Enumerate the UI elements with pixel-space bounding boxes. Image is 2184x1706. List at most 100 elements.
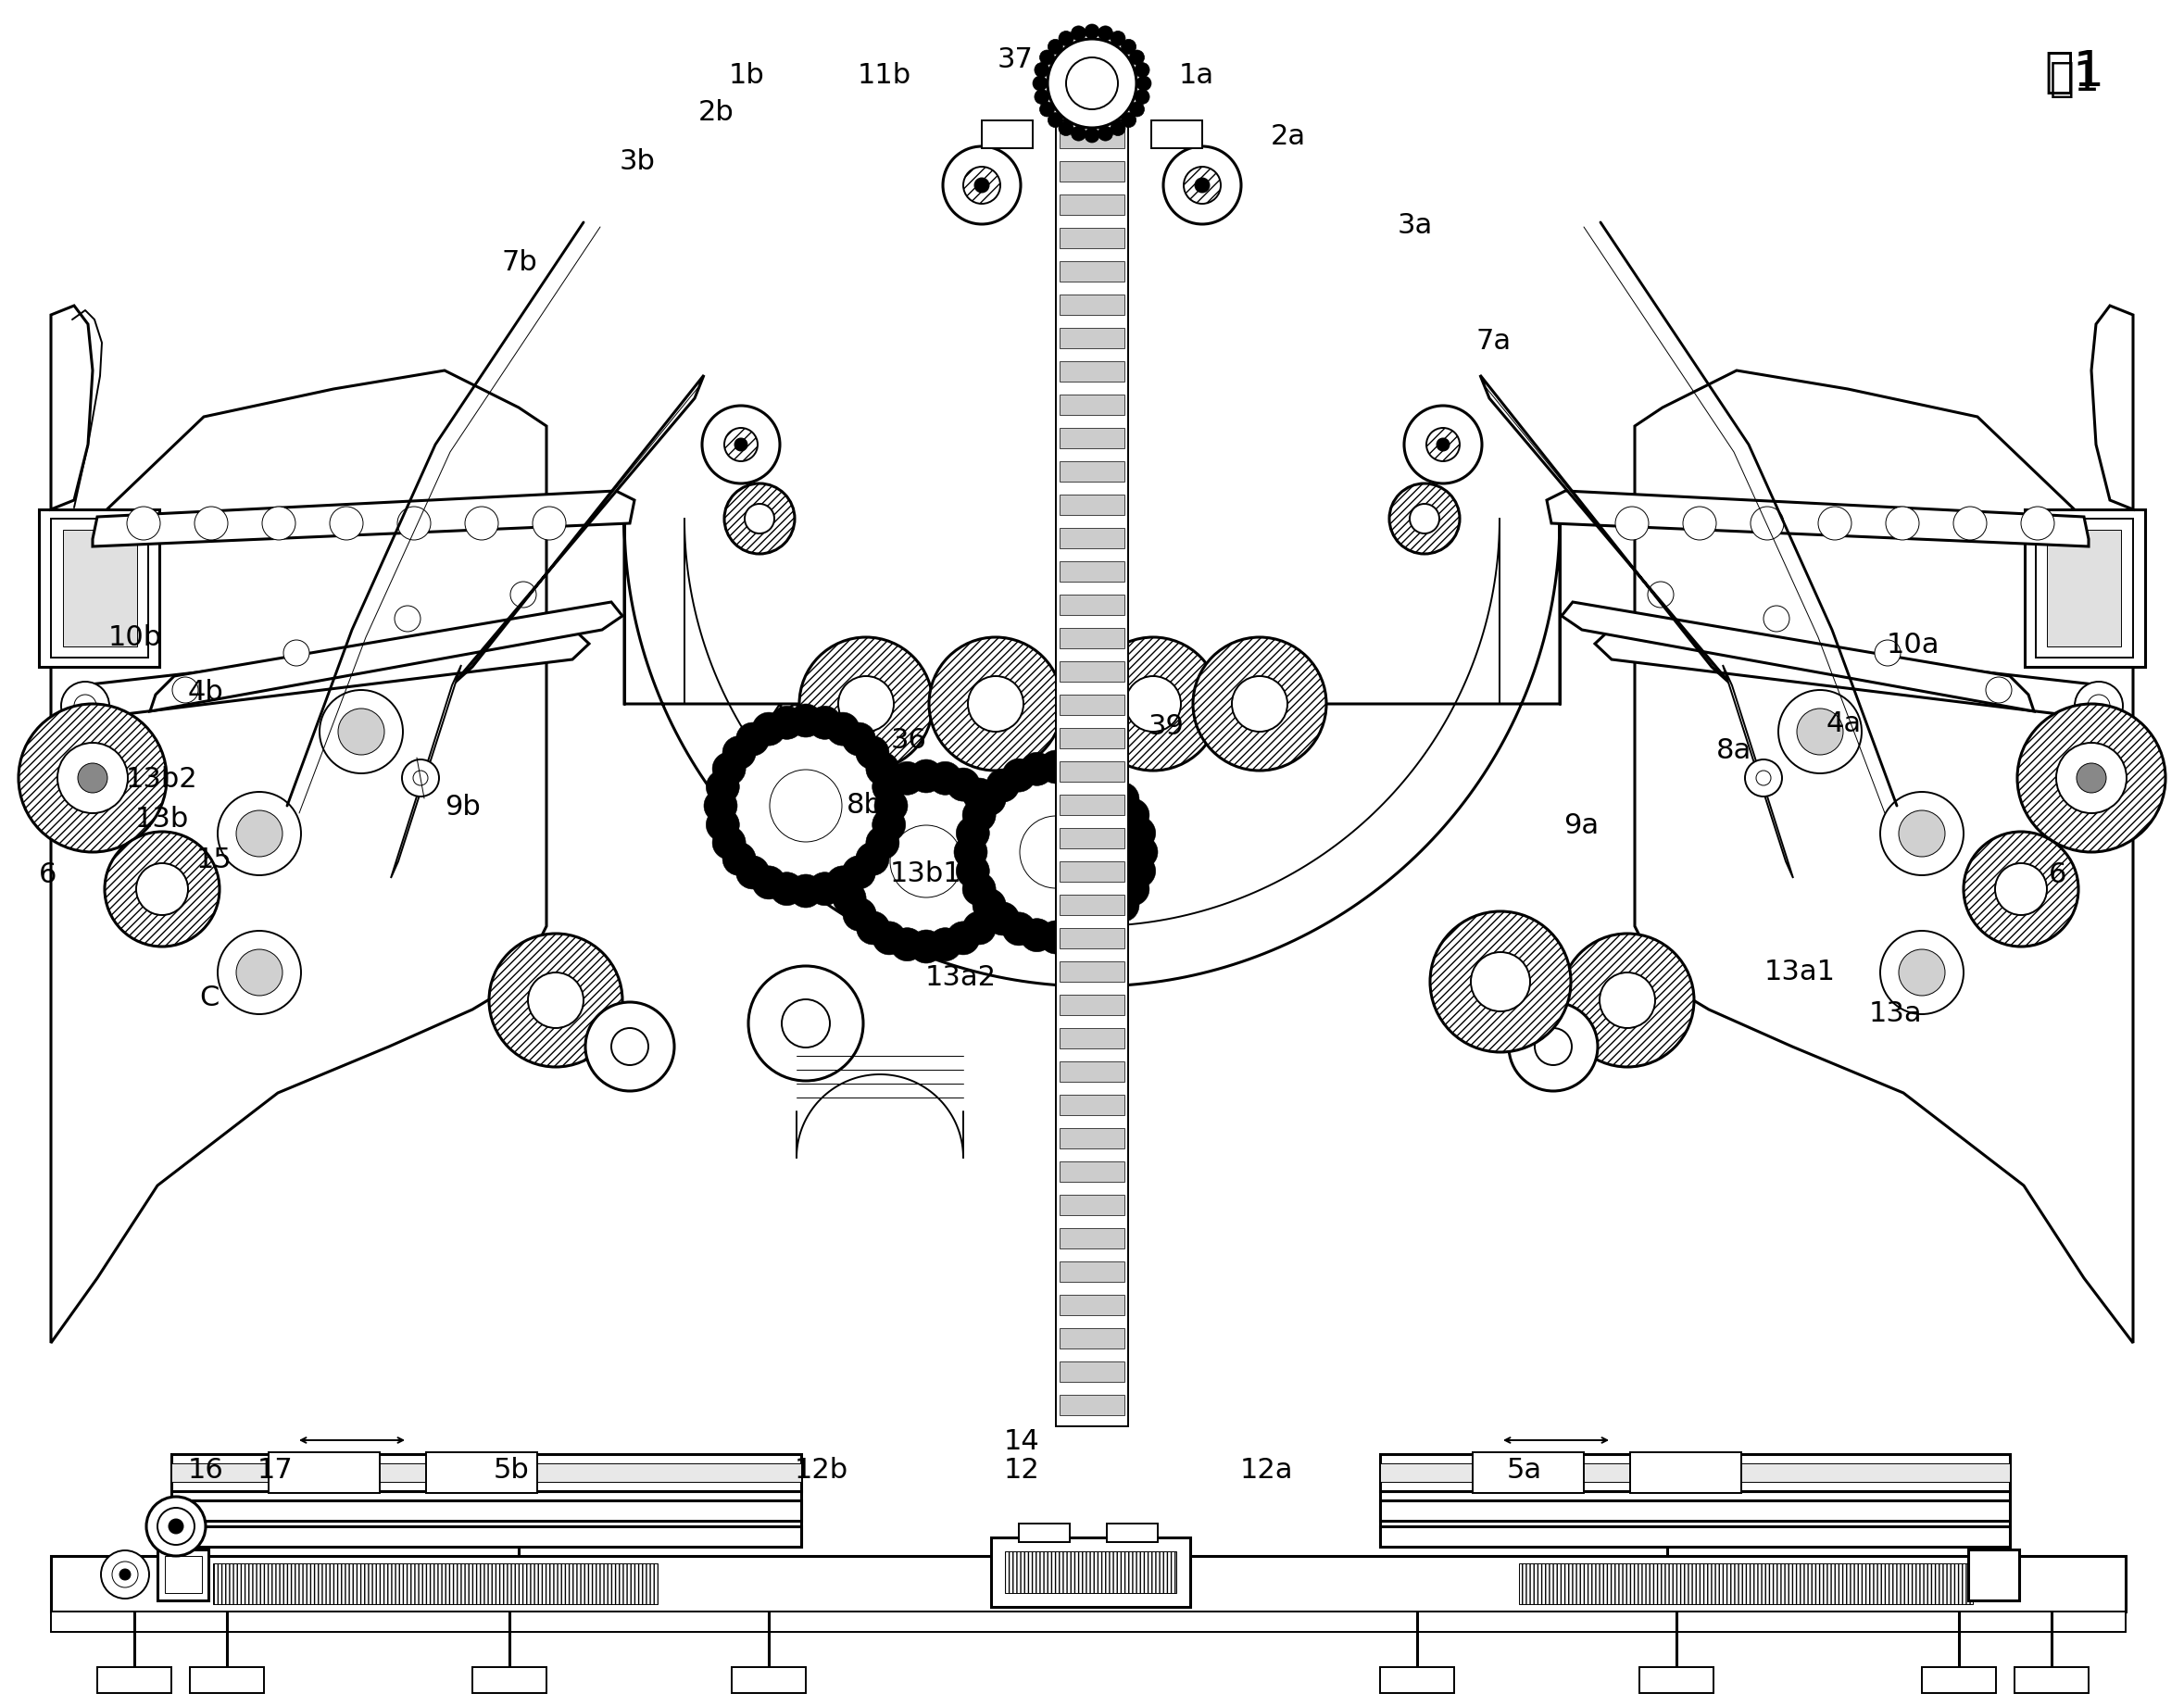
Circle shape	[585, 1001, 675, 1092]
Bar	[1380, 1454, 2009, 1491]
Circle shape	[1136, 63, 1149, 77]
Polygon shape	[1562, 602, 2033, 711]
Circle shape	[725, 428, 758, 461]
Text: 13a: 13a	[1870, 1000, 1922, 1027]
Circle shape	[909, 930, 943, 964]
Circle shape	[734, 734, 878, 879]
Circle shape	[1048, 39, 1136, 128]
Circle shape	[1952, 507, 1987, 541]
Circle shape	[808, 706, 841, 739]
Text: 36: 36	[891, 727, 926, 754]
Bar	[50, 1612, 2125, 1633]
Bar	[269, 1452, 380, 1493]
Circle shape	[963, 167, 1000, 203]
Circle shape	[1616, 507, 1649, 541]
Bar	[1055, 121, 1129, 1426]
Text: 12a: 12a	[1241, 1457, 1293, 1484]
Circle shape	[788, 705, 823, 737]
Circle shape	[725, 483, 795, 554]
Text: 13b2: 13b2	[127, 766, 197, 793]
Circle shape	[928, 638, 1061, 771]
Circle shape	[1164, 147, 1241, 223]
Text: 17: 17	[258, 1457, 293, 1484]
Circle shape	[1120, 39, 1136, 55]
Circle shape	[987, 807, 1020, 841]
Circle shape	[874, 921, 906, 955]
Circle shape	[173, 677, 199, 703]
Circle shape	[168, 1518, 183, 1534]
Circle shape	[751, 713, 786, 746]
Bar	[1059, 1095, 1125, 1116]
Circle shape	[963, 778, 996, 812]
Bar	[1059, 662, 1125, 682]
Text: 13a2: 13a2	[926, 964, 996, 991]
Circle shape	[1136, 89, 1149, 104]
Circle shape	[1116, 872, 1149, 906]
Text: 4b: 4b	[188, 679, 223, 706]
Circle shape	[994, 844, 1029, 879]
Bar	[2014, 1667, 2088, 1692]
Circle shape	[703, 790, 738, 822]
Polygon shape	[50, 305, 92, 510]
Bar	[1059, 362, 1125, 382]
Bar	[1005, 1551, 1177, 1593]
Polygon shape	[2092, 305, 2134, 510]
Circle shape	[983, 780, 1129, 925]
Circle shape	[1077, 759, 1109, 792]
Bar	[1059, 394, 1125, 415]
Bar	[983, 121, 1033, 148]
Bar	[157, 1549, 207, 1600]
Circle shape	[1129, 102, 1144, 116]
Circle shape	[909, 759, 943, 793]
Bar	[1059, 261, 1125, 281]
Circle shape	[465, 507, 498, 541]
Circle shape	[533, 507, 566, 541]
Circle shape	[705, 769, 740, 804]
Bar	[1380, 1667, 1455, 1692]
Circle shape	[856, 843, 889, 875]
Circle shape	[1684, 507, 1717, 541]
Circle shape	[1085, 638, 1221, 771]
Text: 4a: 4a	[1826, 710, 1861, 737]
Polygon shape	[625, 519, 1559, 986]
Text: 2a: 2a	[1271, 123, 1306, 150]
Polygon shape	[1481, 375, 1730, 684]
Circle shape	[771, 706, 804, 739]
Circle shape	[1778, 689, 1861, 773]
Circle shape	[928, 761, 961, 795]
Circle shape	[749, 966, 863, 1082]
Text: 3b: 3b	[620, 148, 655, 176]
Polygon shape	[1594, 630, 2116, 720]
Text: 14: 14	[1005, 1428, 1040, 1455]
Circle shape	[1874, 640, 1900, 665]
Bar	[2046, 531, 2121, 647]
Bar	[1380, 1500, 2009, 1520]
Circle shape	[1048, 113, 1064, 128]
Text: C: C	[199, 984, 221, 1012]
Circle shape	[1963, 833, 2079, 947]
Circle shape	[1762, 606, 1789, 631]
Bar	[1922, 1667, 1996, 1692]
Polygon shape	[454, 375, 703, 684]
Bar	[1059, 194, 1125, 215]
Circle shape	[236, 949, 282, 996]
Circle shape	[529, 972, 583, 1029]
Circle shape	[1885, 507, 1920, 541]
Bar	[1059, 827, 1125, 848]
Circle shape	[135, 863, 188, 914]
Bar	[214, 1563, 657, 1604]
Text: 16: 16	[188, 1457, 223, 1484]
Bar	[1629, 1452, 1741, 1493]
Circle shape	[1535, 1029, 1572, 1065]
Circle shape	[1125, 676, 1182, 732]
Circle shape	[874, 790, 909, 822]
Circle shape	[972, 889, 1007, 921]
Circle shape	[1099, 126, 1114, 142]
Circle shape	[127, 507, 159, 541]
Circle shape	[1085, 24, 1099, 39]
Bar	[1018, 1523, 1070, 1542]
Bar	[1520, 1563, 1972, 1604]
Circle shape	[734, 438, 747, 450]
Text: 13a1: 13a1	[1765, 959, 1835, 986]
Bar	[1380, 1491, 2009, 1547]
